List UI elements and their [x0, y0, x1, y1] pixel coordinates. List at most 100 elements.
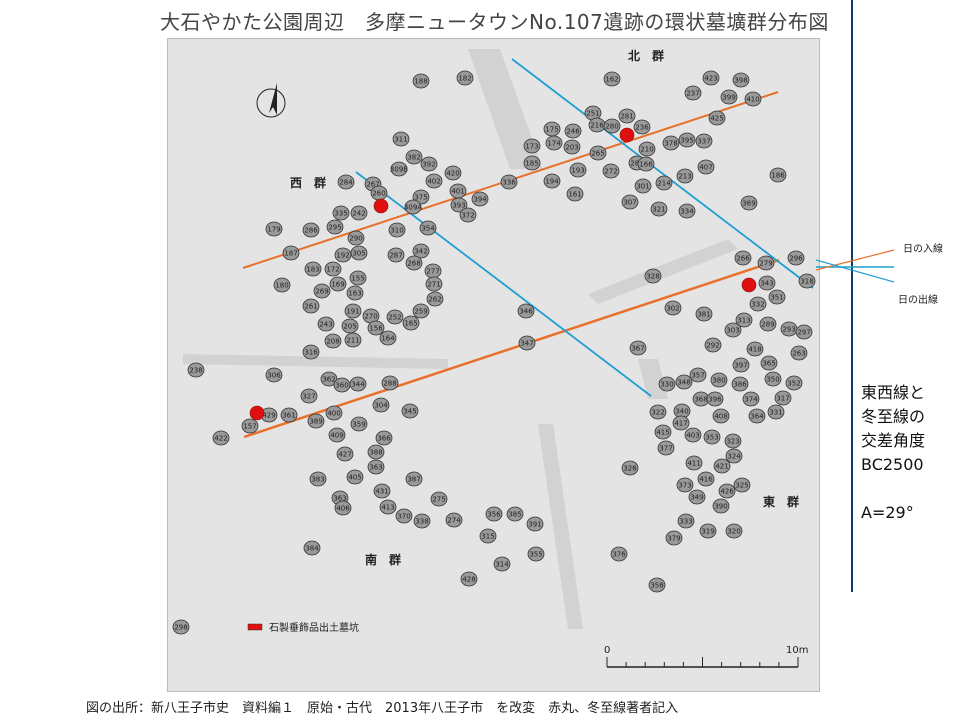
- pit-373: [676, 477, 694, 493]
- road-band-2: [638, 359, 668, 399]
- note-line-2: 冬至線の: [861, 407, 926, 426]
- scale-start-label: 0: [604, 645, 610, 656]
- pit-406: [334, 500, 352, 516]
- pit-label-375: 375: [414, 194, 427, 202]
- pit-161: [566, 186, 584, 202]
- pit-label-418: 418: [748, 346, 761, 354]
- pit-label-340: 340: [675, 408, 688, 416]
- group-label-north: 北 群: [628, 48, 664, 63]
- pit-label-374: 374: [744, 396, 758, 404]
- pit-label-356: 356: [487, 511, 501, 519]
- pit-label-403: 403: [686, 432, 699, 440]
- pit-label-260: 260: [372, 190, 385, 198]
- pit-label-351: 351: [770, 294, 783, 302]
- pit-label-353: 353: [705, 434, 718, 442]
- pit-272: [602, 163, 620, 179]
- pit-345: [401, 403, 419, 419]
- pit-324: [725, 448, 743, 464]
- pit-403: [684, 427, 702, 443]
- pit-label-396: 396: [708, 396, 722, 404]
- pit-187: [282, 245, 300, 261]
- pit-388: [367, 444, 385, 460]
- pit-label-426: 426: [720, 488, 734, 496]
- pit-label-330: 330: [660, 381, 673, 389]
- pit-label-192: 192: [336, 252, 349, 260]
- pit-label-370: 370: [397, 513, 410, 521]
- pit-label-431: 431: [375, 488, 388, 496]
- pit-label-165: 165: [404, 320, 417, 328]
- pit-label-309A: 309A: [404, 204, 422, 212]
- pit-label-385: 385: [508, 511, 521, 519]
- pit-label-214: 214: [657, 180, 671, 188]
- pit-label-366: 366: [377, 435, 391, 443]
- pit-label-243: 243: [319, 321, 332, 329]
- pit-287: [387, 247, 405, 263]
- pit-366: [375, 430, 393, 446]
- pit-label-338: 338: [415, 518, 428, 526]
- pit-155: [349, 270, 367, 286]
- pit-label-415: 415: [656, 429, 669, 437]
- pit-390: [712, 498, 730, 514]
- pit-172: [324, 261, 342, 277]
- pit-label-265: 265: [591, 150, 604, 158]
- pit-334: [678, 203, 696, 219]
- pit-label-309B: 309B: [390, 166, 408, 174]
- pit-label-379: 379: [667, 535, 680, 543]
- pit-label-175: 175: [545, 126, 558, 134]
- pit-label-327: 327: [302, 393, 315, 401]
- pit-label-174: 174: [547, 140, 561, 148]
- pit-label-236: 236: [635, 124, 649, 132]
- pit-383: [309, 471, 327, 487]
- pit-label-303: 303: [726, 327, 739, 335]
- pit-377: [657, 440, 675, 456]
- pit-344: [349, 376, 367, 392]
- pit-label-161: 161: [568, 191, 581, 199]
- pit-label-155: 155: [351, 275, 364, 283]
- road-band-5: [538, 424, 583, 629]
- pit-label-163: 163: [348, 290, 361, 298]
- angle-note: 東西線と 冬至線の 交差角度 BC2500 A=29°: [861, 381, 925, 525]
- pit-259: [412, 303, 430, 319]
- pit-192: [334, 247, 352, 263]
- pit-label-413: 413: [381, 504, 394, 512]
- pit-label-322: 322: [651, 409, 664, 417]
- legend-label: 石製垂飾品出土墓坑: [269, 621, 359, 634]
- red-pit-4: [249, 405, 265, 421]
- pit-label-367: 367: [631, 345, 644, 353]
- pit-319: [699, 523, 717, 539]
- pit-label-262: 262: [428, 296, 441, 304]
- pit-label-268: 268: [407, 260, 420, 268]
- pit-211: [344, 332, 362, 348]
- pit-label-386: 386: [733, 381, 747, 389]
- pit-391: [526, 516, 544, 532]
- pit-280: [603, 118, 621, 134]
- group-label-east: 東 群: [763, 494, 799, 509]
- pit-266: [734, 250, 752, 266]
- pit-label-169: 169: [331, 281, 344, 289]
- source-caption: 図の出所：新八王子市史 資料編１ 原始・古代 2013年八王子市 を改変 赤丸、…: [86, 701, 679, 716]
- pit-label-425: 425: [710, 115, 723, 123]
- pit-label-400: 400: [327, 410, 340, 418]
- pit-label-319: 319: [701, 528, 714, 536]
- road-band-4: [588, 239, 738, 304]
- pit-398: [732, 72, 750, 88]
- pit-label-172: 172: [326, 266, 339, 274]
- pit-321: [650, 201, 668, 217]
- pit-173: [523, 138, 541, 154]
- pit-label-384: 384: [305, 545, 319, 553]
- pit-213: [676, 168, 694, 184]
- pit-337: [695, 133, 713, 149]
- pit-361: [280, 407, 298, 423]
- pit-313: [735, 312, 753, 328]
- pit-label-368: 368: [694, 396, 707, 404]
- pit-348: [675, 374, 693, 390]
- pit-label-355: 355: [529, 551, 542, 559]
- pit-349: [688, 489, 706, 505]
- pit-286: [302, 222, 320, 238]
- pit-370: [395, 508, 413, 524]
- pit-label-387: 387: [407, 476, 420, 484]
- pit-354: [419, 220, 437, 236]
- pit-label-423: 423: [704, 75, 717, 83]
- pit-label-287: 287: [389, 252, 402, 260]
